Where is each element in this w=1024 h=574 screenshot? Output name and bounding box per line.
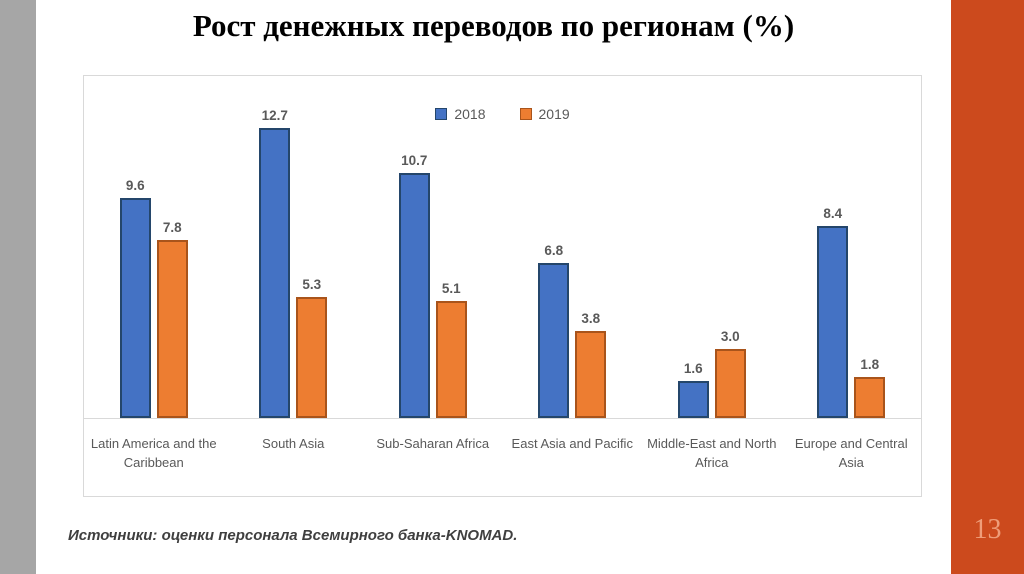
source-note: Источники: оценки персонала Всемирного б… — [68, 527, 518, 544]
bar-wrap: 9.6 — [119, 178, 151, 418]
right-accent-strip: 13 — [951, 0, 1024, 574]
bar-2019 — [575, 331, 607, 418]
legend-label: 2018 — [454, 106, 486, 122]
plot-area: 9.6 7.8 12.7 5.3 10.7 5.1 6.8 3.8 1.6 3.0 8.4 1.8 — [84, 76, 921, 419]
bar-2018 — [259, 128, 291, 418]
bar-value-label: 12.7 — [261, 108, 288, 123]
bar-group: 10.7 5.1 — [363, 76, 503, 418]
bar-wrap: 12.7 — [259, 108, 291, 418]
bar-2018 — [538, 263, 570, 418]
bar-value-label: 5.3 — [302, 277, 322, 292]
bar-2018 — [398, 173, 430, 418]
bar-wrap: 3.0 — [714, 329, 746, 418]
bar-value-label: 1.8 — [860, 357, 880, 372]
bar-2019 — [296, 297, 328, 418]
bar-value-label: 3.0 — [720, 329, 740, 344]
bar-group: 1.6 3.0 — [642, 76, 782, 418]
left-accent-strip — [0, 0, 36, 574]
bar-2018 — [817, 226, 849, 418]
bar-value-label: 1.6 — [683, 361, 703, 376]
legend-item-2018: 2018 — [435, 106, 486, 122]
bar-2018 — [119, 198, 151, 418]
category-label: Latin America and the Caribbean — [90, 436, 217, 470]
bar-2018 — [677, 381, 709, 418]
bar-2019 — [714, 349, 746, 418]
bar-wrap: 6.8 — [538, 243, 570, 418]
chart-legend: 2018 2019 — [84, 106, 921, 122]
bar-group: 6.8 3.8 — [503, 76, 643, 418]
bar-chart: 2018 2019 9.6 7.8 12.7 5.3 10.7 5.1 6.8 3.8 1.6 3.… — [83, 75, 922, 497]
page-number: 13 — [973, 514, 1002, 545]
bar-group: 9.6 7.8 — [84, 76, 224, 418]
bar-2019 — [156, 240, 188, 418]
bar-wrap: 1.6 — [677, 361, 709, 418]
legend-item-2019: 2019 — [519, 106, 570, 122]
category-label: Middle-East and North Africa — [647, 436, 777, 470]
category-label: East Asia and Pacific — [511, 436, 633, 451]
bar-wrap: 7.8 — [156, 220, 188, 418]
bar-value-label: 3.8 — [581, 311, 601, 326]
bar-wrap: 3.8 — [575, 311, 607, 418]
bar-2019 — [435, 301, 467, 418]
bar-wrap: 8.4 — [817, 206, 849, 418]
bar-2019 — [854, 377, 886, 418]
category-axis: Latin America and the Caribbean South Asi… — [84, 420, 921, 472]
slide-title: Рост денежных переводов по регионам (%) — [192, 8, 795, 43]
category-label: South Asia — [262, 436, 325, 451]
bar-value-label: 5.1 — [441, 281, 461, 296]
bar-wrap: 10.7 — [398, 153, 430, 418]
legend-swatch-icon — [519, 108, 532, 120]
bar-value-label: 6.8 — [544, 243, 564, 258]
bar-wrap: 1.8 — [854, 357, 886, 418]
bar-value-label: 8.4 — [823, 206, 843, 221]
legend-label: 2019 — [538, 106, 570, 122]
legend-swatch-icon — [435, 108, 448, 120]
bar-group: 8.4 1.8 — [782, 76, 922, 418]
bar-value-label: 9.6 — [125, 178, 145, 193]
bar-group: 12.7 5.3 — [224, 76, 364, 418]
bar-value-label: 10.7 — [401, 153, 428, 168]
bar-value-label: 7.8 — [162, 220, 182, 235]
category-label: Europe and Central Asia — [794, 436, 908, 470]
bar-wrap: 5.1 — [435, 281, 467, 418]
category-label: Sub-Saharan Africa — [376, 436, 490, 451]
bar-wrap: 5.3 — [296, 277, 328, 418]
